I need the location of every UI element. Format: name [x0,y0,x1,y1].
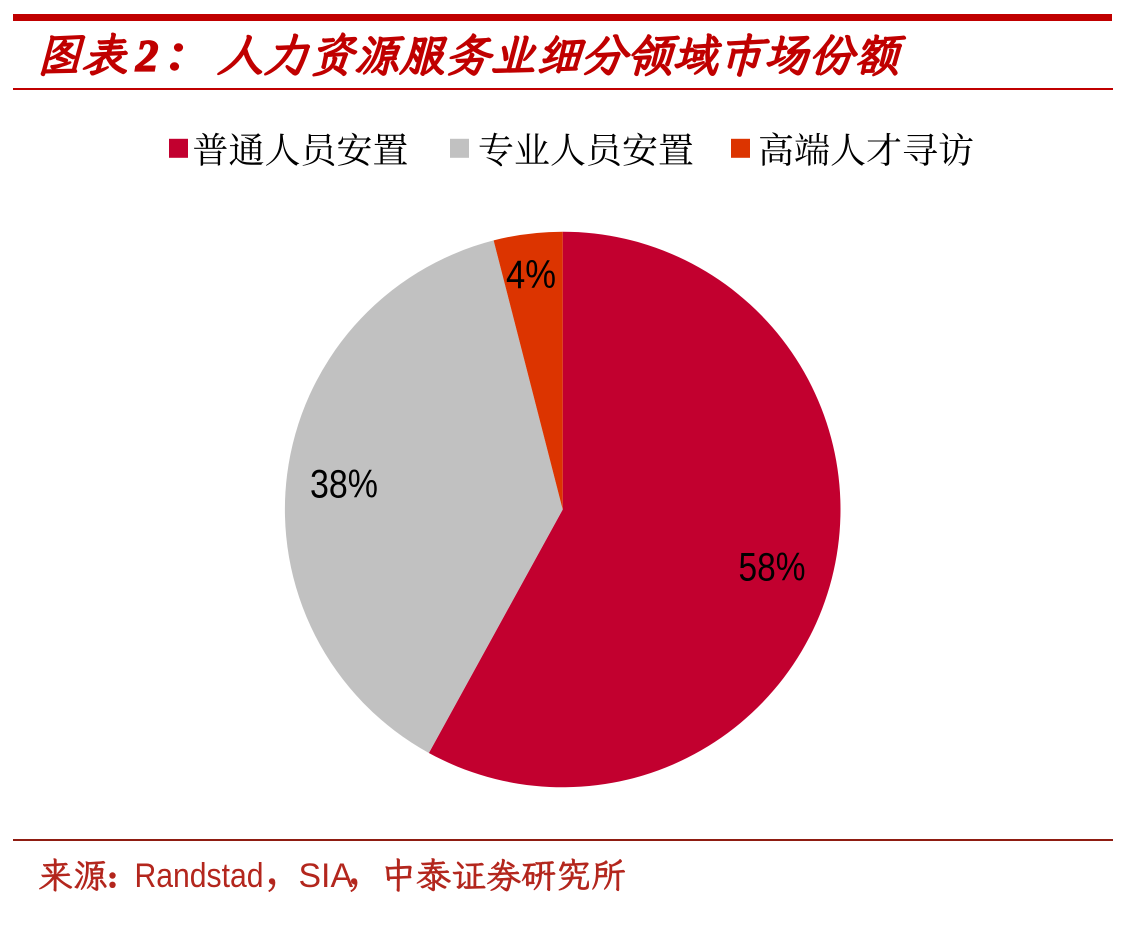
svg-text:SIA: SIA [299,857,354,895]
svg-text:38%: 38% [310,463,378,507]
svg-text:58%: 58% [739,546,806,590]
svg-text:4%: 4% [506,253,556,297]
svg-text:Randstad: Randstad [135,857,264,895]
